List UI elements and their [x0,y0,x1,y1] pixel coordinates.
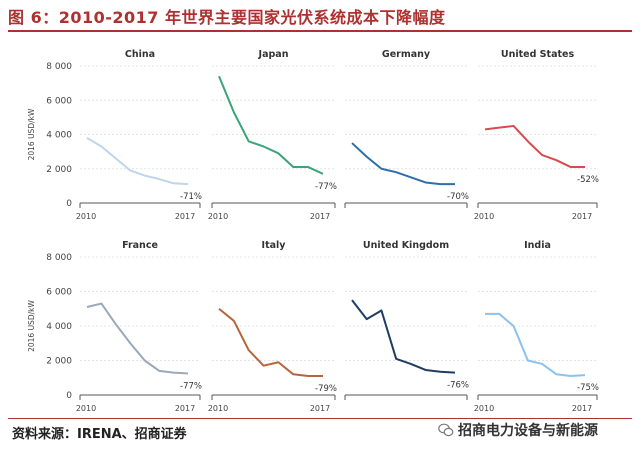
series-line-italy [218,307,323,378]
x-tick-label: 2017 [572,212,592,221]
panel-title-united-kingdom: United Kingdom [363,240,449,251]
source-note: 资料来源：IRENA、招商证券 [12,427,187,442]
y-tick-label: 8 000 [46,62,72,72]
change-label-japan: -77% [315,182,337,192]
y-axis-label: 2016 USD/kW [27,108,36,160]
x-tick-label: 2010 [76,212,96,221]
y-tick-label: 6 000 [46,288,72,298]
panel-title-japan: Japan [258,49,289,60]
y-tick-label: 2 000 [46,165,72,175]
footer-rule [8,418,632,419]
panel-title-france: France [122,240,158,251]
change-label-germany: -70% [447,192,469,202]
series-line-china [86,137,189,186]
panel-title-india: India [524,240,551,251]
y-axis-label: 2016 USD/kW [27,300,36,352]
wechat-icon [438,423,454,437]
y-tick-label: 4 000 [46,322,72,332]
x-tick-label: 2010 [208,404,228,413]
change-label-india: -75% [577,383,599,393]
series-line-india [485,312,586,378]
panel-title-china: China [125,49,155,60]
series-line-france [86,302,189,375]
title-rule [8,30,632,32]
change-label-france: -77% [180,381,202,391]
x-tick-label: 2017 [310,404,330,413]
y-tick-label: 0 [66,391,72,401]
series-line-united-states [484,124,585,169]
x-tick-label: 2017 [572,404,592,413]
x-tick-label: 2010 [208,212,228,221]
x-tick-label: 2017 [175,404,195,413]
watermark: 招商电力设备与新能源 [438,420,598,440]
panel-title-germany: Germany [382,49,431,60]
x-tick-label: 2017 [310,212,330,221]
y-tick-label: 2 000 [46,357,72,367]
panel-title-united-states: United States [501,49,575,60]
change-label-united-states: -52% [577,175,599,185]
series-line-japan [218,75,324,175]
change-label-italy: -79% [315,384,337,394]
panel-title-italy: Italy [262,240,287,251]
figure-title: 图 6：2010-2017 年世界主要国家光伏系统成本下降幅度 [8,8,446,27]
x-tick-label: 2010 [76,404,96,413]
x-tick-label: 2017 [175,212,195,221]
series-line-united-kingdom [351,299,456,374]
x-tick-label: 2010 [474,404,494,413]
change-label-china: -71% [180,192,202,202]
change-label-united-kingdom: -76% [447,381,469,391]
watermark-text: 招商电力设备与新能源 [458,423,598,439]
y-tick-label: 0 [66,199,72,209]
y-tick-label: 4 000 [46,131,72,141]
series-line-germany [351,142,455,186]
y-tick-label: 6 000 [46,96,72,106]
y-tick-label: 8 000 [46,253,72,263]
x-tick-label: 2010 [474,212,494,221]
